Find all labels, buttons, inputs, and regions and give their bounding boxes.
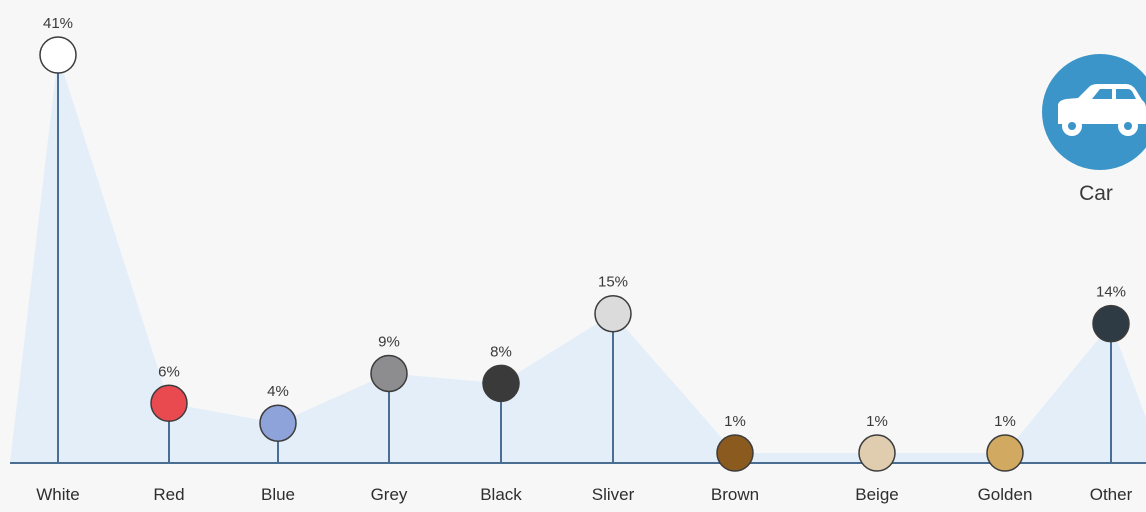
data-point: [594, 294, 632, 333]
value-label: 1%: [866, 413, 888, 430]
data-point: [986, 434, 1024, 472]
value-label: 9%: [378, 333, 400, 350]
data-point: [716, 434, 754, 472]
value-label: 14%: [1096, 284, 1126, 301]
data-point: [259, 404, 297, 442]
value-label: 15%: [598, 274, 628, 291]
data-point: [482, 364, 520, 403]
category-label: Grey: [371, 485, 408, 504]
car-caption: Car: [1079, 182, 1113, 205]
value-label: 41%: [43, 15, 73, 32]
category-label: Red: [153, 485, 184, 504]
data-point: [858, 434, 896, 472]
category-label: Other: [1090, 485, 1133, 504]
data-point: [39, 36, 77, 74]
label-layer: 41% White 6% Red 4% Blue 9% Grey 8% Black 15% Slive…: [36, 15, 1132, 504]
area-layer: [10, 55, 1146, 463]
value-label: 8%: [490, 343, 512, 360]
data-point: [1092, 304, 1130, 343]
category-label: Brown: [711, 485, 759, 504]
area-fill: [10, 55, 1146, 463]
category-label: White: [36, 485, 79, 504]
car-badge: Car: [1042, 54, 1146, 205]
data-point: [370, 354, 408, 393]
category-label: Sliver: [592, 485, 635, 504]
marker-layer: [39, 36, 1130, 472]
category-label: Black: [480, 485, 522, 504]
value-label: 6%: [158, 363, 180, 380]
category-label: Beige: [855, 485, 898, 504]
value-label: 1%: [994, 413, 1016, 430]
car-icon: [1058, 84, 1146, 136]
category-label: Golden: [978, 485, 1033, 504]
category-label: Blue: [261, 485, 295, 504]
data-point: [150, 384, 188, 423]
value-label: 4%: [267, 383, 289, 400]
value-label: 1%: [724, 413, 746, 430]
